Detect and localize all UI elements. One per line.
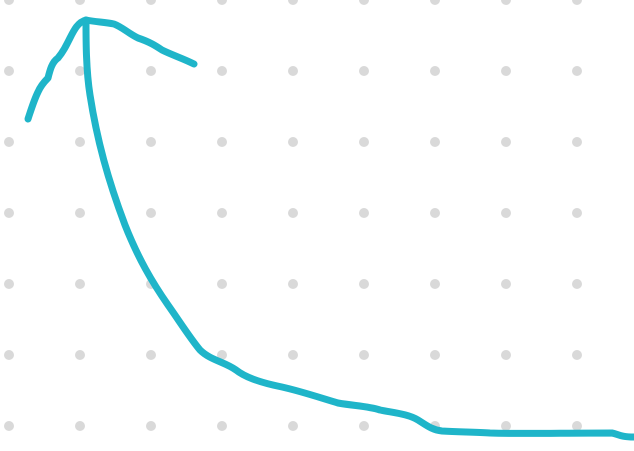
grid-dot	[572, 279, 582, 289]
grid-dot	[288, 350, 298, 360]
grid-dot	[359, 350, 369, 360]
grid-dot	[75, 208, 85, 218]
grid-dot	[146, 350, 156, 360]
grid-dot	[288, 279, 298, 289]
grid-dot	[75, 66, 85, 76]
grid-dot	[430, 66, 440, 76]
grid-dot	[75, 350, 85, 360]
grid-dot	[217, 0, 227, 5]
grid-dot	[572, 421, 582, 431]
grid-dot	[359, 208, 369, 218]
arrow-shaft-curve[interactable]	[82, 18, 634, 441]
grid-dot	[288, 208, 298, 218]
grid-dot	[430, 279, 440, 289]
grid-dot	[288, 66, 298, 76]
grid-dot	[501, 66, 511, 76]
grid-dot	[4, 0, 14, 5]
grid-dot	[359, 421, 369, 431]
grid-dot	[572, 137, 582, 147]
grid-dot	[4, 137, 14, 147]
grid-dot	[501, 0, 511, 5]
grid-dot	[572, 0, 582, 5]
grid-dot	[430, 208, 440, 218]
dot-grid	[4, 0, 582, 431]
grid-dot	[572, 208, 582, 218]
grid-dot	[430, 137, 440, 147]
grid-dot	[217, 350, 227, 360]
grid-dot	[75, 0, 85, 5]
grid-dot	[146, 208, 156, 218]
grid-dot	[501, 421, 511, 431]
grid-dot	[217, 279, 227, 289]
grid-dot	[217, 137, 227, 147]
grid-dot	[359, 66, 369, 76]
grid-dot	[501, 279, 511, 289]
grid-dot	[501, 208, 511, 218]
grid-dot	[288, 421, 298, 431]
grid-dot	[146, 0, 156, 5]
arrowhead-right-stroke[interactable]	[82, 16, 198, 68]
grid-dot	[146, 66, 156, 76]
grid-dot	[359, 0, 369, 5]
grid-dot	[146, 137, 156, 147]
grid-dot	[4, 350, 14, 360]
grid-dot	[572, 66, 582, 76]
grid-dot	[146, 421, 156, 431]
grid-dot	[217, 208, 227, 218]
grid-dot	[359, 137, 369, 147]
grid-dot	[4, 66, 14, 76]
grid-dot	[288, 0, 298, 5]
grid-dot	[4, 208, 14, 218]
grid-dot	[501, 137, 511, 147]
arrowhead-left-stroke[interactable]	[24, 16, 90, 123]
grid-dot	[75, 137, 85, 147]
grid-dot	[4, 279, 14, 289]
grid-dot	[501, 350, 511, 360]
grid-dot	[217, 421, 227, 431]
grid-dot	[430, 350, 440, 360]
grid-dot	[572, 350, 582, 360]
grid-dot	[430, 0, 440, 5]
grid-dot	[217, 66, 227, 76]
grid-dot	[359, 279, 369, 289]
grid-dot	[75, 421, 85, 431]
grid-dot	[75, 279, 85, 289]
grid-dot	[288, 137, 298, 147]
grid-dot	[4, 421, 14, 431]
